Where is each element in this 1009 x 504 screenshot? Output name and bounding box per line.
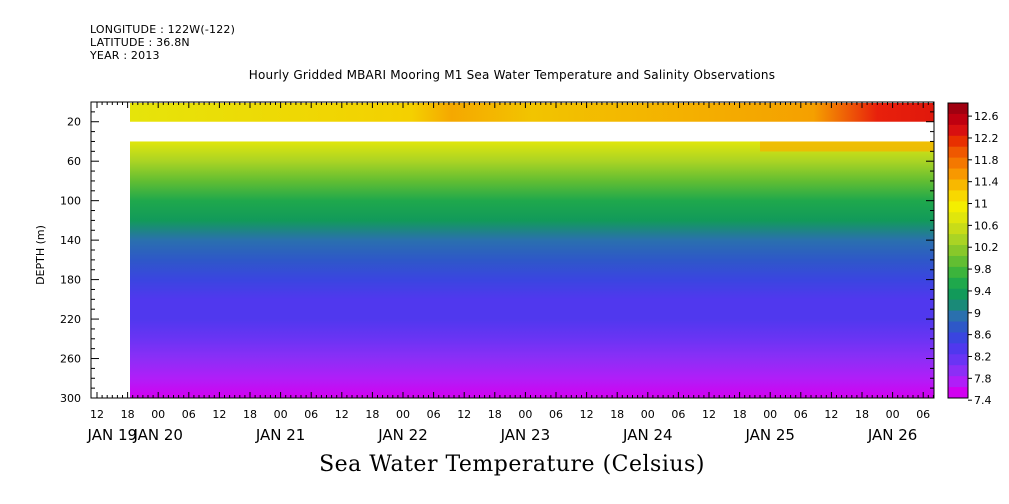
colorbar-swatch	[948, 146, 968, 159]
plot-area	[130, 103, 934, 398]
x-hour-label: 00	[518, 408, 532, 421]
colorbar-label: 11.4	[974, 176, 999, 189]
x-axis-label: Sea Water Temperature (Celsius)	[319, 452, 705, 477]
colorbar-swatch	[948, 157, 968, 170]
colorbar-label: 9.8	[974, 263, 992, 276]
y-tick-label: 220	[60, 313, 81, 326]
warm-intrusion-patch	[760, 141, 934, 152]
colorbar-label: 7.8	[974, 372, 992, 385]
colorbar-swatch	[948, 135, 968, 148]
colorbar-label: 12.2	[974, 132, 999, 145]
colorbar-swatch	[948, 212, 968, 224]
x-day-label: JAN 19	[87, 426, 138, 444]
y-tick-label: 140	[60, 234, 81, 247]
colorbar-swatch	[948, 245, 968, 257]
temperature-depth-chart: 20 60 100 140 180 220 260 300 12 18 00 06 12 18 00 06 12…	[34, 101, 999, 444]
x-hour-label: 18	[733, 408, 747, 421]
colorbar-label: 10.2	[974, 241, 999, 254]
latitude-label: LATITUDE : 36.8N	[90, 36, 190, 49]
colorbar-swatch	[948, 332, 968, 344]
y-tick-label: 20	[67, 116, 81, 129]
x-hour-label: 06	[794, 408, 808, 421]
colorbar-swatch	[948, 266, 968, 279]
colorbar-swatch	[948, 223, 968, 235]
x-hour-label: 00	[886, 408, 900, 421]
axes: 20 60 100 140 180 220 260 300 12 18 00 06 12 18 00 06 12…	[60, 101, 935, 444]
x-hour-label: 18	[365, 408, 379, 421]
x-hour-label: 18	[488, 408, 502, 421]
colorbar: 12.6 12.2 11.8 11.4 11 10.6 10.2 9.8 9.4 9 8.6 8.2 7…	[947, 102, 999, 407]
x-hour-label: 12	[335, 408, 349, 421]
x-hour-label: 12	[457, 408, 471, 421]
colorbar-label: 11	[974, 198, 988, 211]
x-hour-label: 06	[671, 408, 685, 421]
colorbar-swatch	[948, 365, 968, 377]
x-hour-label: 12	[580, 408, 594, 421]
colorbar-label: 9	[974, 307, 981, 320]
colorbar-swatch	[948, 321, 968, 333]
y-tick-label: 260	[60, 353, 81, 366]
year-label: YEAR : 2013	[90, 49, 160, 62]
y-tick-label: 180	[60, 274, 81, 287]
colorbar-swatch	[948, 376, 968, 388]
x-hour-label: 00	[151, 408, 165, 421]
x-hour-label: 18	[610, 408, 624, 421]
x-day-label: JAN 22	[377, 426, 428, 444]
colorbar-swatch	[948, 190, 968, 202]
colorbar-frame	[947, 102, 969, 399]
temperature-field	[130, 141, 934, 398]
x-hour-label: 18	[243, 408, 257, 421]
colorbar-label: 8.2	[974, 350, 992, 363]
x-day-label: JAN 23	[500, 426, 551, 444]
x-hour-label: 00	[396, 408, 410, 421]
x-hour-label: 12	[702, 408, 716, 421]
colorbar-swatch	[948, 103, 968, 115]
x-hour-label: 00	[274, 408, 288, 421]
x-hour-label: 06	[427, 408, 441, 421]
x-hour-label: 00	[763, 408, 777, 421]
colorbar-swatch	[948, 310, 968, 323]
x-hour-label: 18	[855, 408, 869, 421]
colorbar-label: 11.8	[974, 154, 999, 167]
colorbar-label: 12.6	[974, 110, 999, 123]
x-hour-label: 06	[916, 408, 930, 421]
x-day-label: JAN 26	[867, 426, 918, 444]
colorbar-swatch	[948, 201, 968, 213]
chart-title: Hourly Gridded MBARI Mooring M1 Sea Wate…	[248, 68, 776, 82]
surface-temperature-band	[130, 103, 934, 122]
colorbar-swatch	[948, 113, 968, 126]
x-hour-label: 12	[90, 408, 104, 421]
x-day-label: JAN 24	[622, 426, 673, 444]
colorbar-swatch	[948, 387, 968, 399]
x-hour-label: 00	[641, 408, 655, 421]
x-day-label: JAN 20	[132, 426, 183, 444]
colorbar-label: 7.4	[974, 394, 992, 407]
x-day-label: JAN 25	[744, 426, 795, 444]
x-hour-label: 06	[549, 408, 563, 421]
colorbar-swatch	[948, 299, 968, 312]
x-hour-label: 12	[824, 408, 838, 421]
x-hour-label: 06	[304, 408, 318, 421]
x-hour-label: 12	[212, 408, 226, 421]
colorbar-swatch	[948, 124, 968, 137]
colorbar-swatch	[948, 277, 968, 290]
colorbar-label: 10.6	[974, 219, 999, 232]
x-day-label: JAN 21	[255, 426, 306, 444]
x-hour-label: 18	[121, 408, 135, 421]
colorbar-swatch	[948, 288, 968, 301]
y-tick-label: 300	[60, 392, 81, 405]
y-axis-label: DEPTH (m)	[34, 225, 47, 285]
colorbar-label: 9.4	[974, 285, 992, 298]
colorbar-swatch	[948, 179, 968, 191]
y-tick-label: 60	[67, 155, 81, 168]
y-tick-label: 100	[60, 195, 81, 208]
colorbar-label: 8.6	[974, 329, 992, 342]
colorbar-swatch	[948, 234, 968, 246]
colorbar-swatch	[948, 255, 968, 268]
colorbar-swatch	[948, 168, 968, 180]
colorbar-swatch	[948, 343, 968, 355]
x-hour-label: 06	[182, 408, 196, 421]
longitude-label: LONGITUDE : 122W(-122)	[90, 23, 236, 36]
colorbar-swatch	[948, 354, 968, 366]
